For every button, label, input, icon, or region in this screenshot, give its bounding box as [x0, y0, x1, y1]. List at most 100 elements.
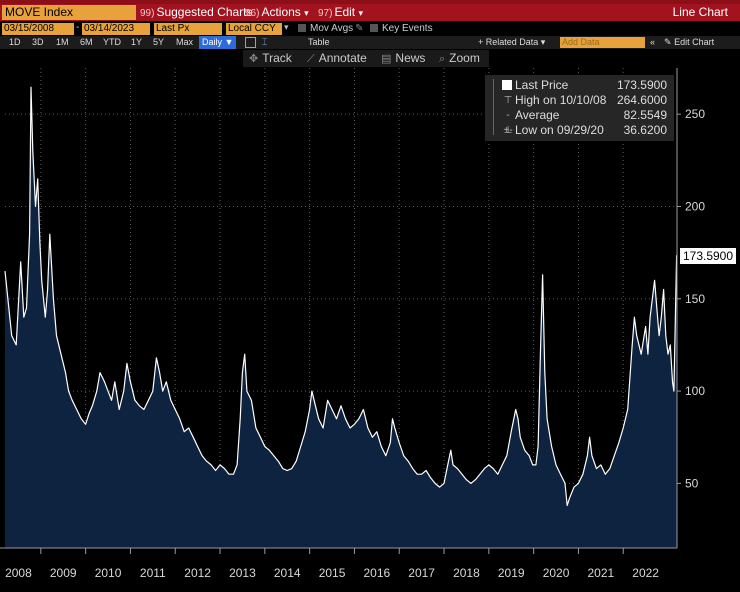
range-6m[interactable]: 6M [80, 37, 93, 47]
price-area-fill [5, 87, 677, 548]
pencil-icon: ✎ [355, 23, 364, 34]
y-tick-label: 200 [685, 199, 705, 213]
key-events-label: Key Events [382, 23, 433, 34]
y-tick-label: 150 [685, 292, 705, 306]
range-3d[interactable]: 3D [32, 37, 44, 47]
zoom-icon: ⌕ [439, 53, 446, 65]
mov-avgs-toggle[interactable]: Mov Avgs ✎ [298, 23, 364, 35]
chart-toolbar: ✥ Track ⟋ Annotate ▤ News ⌕ Zoom [243, 50, 489, 67]
bar-chart-icon[interactable]: ⌶ [262, 37, 268, 47]
menu-number: 99) [140, 8, 155, 19]
chart-legend[interactable]: Last Price 173.5900 ⊤ High on 10/10/08 2… [485, 75, 674, 141]
chart-type-title: Line Chart [672, 5, 728, 19]
y-axis-ticks: 50 100 150 200 250 [677, 107, 705, 490]
menu-label: Actions [261, 5, 301, 19]
legend-low: ⊥ Low on 09/29/20 36.6200 [485, 123, 674, 138]
date-separator: - [76, 22, 80, 33]
checkbox-icon [298, 24, 306, 32]
suggested-charts-menu[interactable]: 99) Suggested Charts [140, 4, 253, 21]
y-tick-label: 100 [685, 384, 705, 398]
range-1d[interactable]: 1D [9, 37, 21, 47]
x-tick-label: 2020 [543, 566, 570, 580]
x-tick-label: 2013 [229, 566, 256, 580]
zoom-button[interactable]: ⌕ Zoom [439, 50, 480, 68]
last-price-tag: 173.5900 [680, 248, 736, 264]
x-tick-label: 2016 [363, 566, 390, 580]
actions-menu[interactable]: 96) Actions ▾ [245, 4, 309, 21]
legend-high: ⊤ High on 10/10/08 264.6000 [485, 93, 674, 108]
x-tick-label: 2018 [453, 566, 480, 580]
table-button[interactable]: Table [308, 37, 330, 47]
news-button[interactable]: ▤ News [381, 50, 425, 68]
field-select[interactable]: Last Px [154, 23, 222, 35]
edit-chart-label: Edit Chart [674, 37, 715, 47]
chevron-down-icon: ▾ [358, 8, 364, 18]
range-1m[interactable]: 1M [56, 37, 69, 47]
frequency-select[interactable]: Daily ▼ [199, 36, 237, 49]
x-tick-label: 2014 [274, 566, 301, 580]
collapse-icon[interactable]: « [650, 37, 656, 47]
edit-chart-button[interactable]: ✎ Edit Chart [664, 36, 714, 49]
range-ytd[interactable]: YTD [103, 37, 121, 47]
menu-number: 96) [245, 8, 260, 19]
track-label: Track [262, 51, 292, 65]
end-date-field[interactable]: 03/14/2023 [82, 23, 150, 35]
checkbox-icon [370, 24, 378, 32]
legend-label: Low on 09/29/20 [515, 123, 604, 137]
currency-select[interactable]: Local CCY [226, 23, 282, 35]
crosshair-icon: ✥ [249, 53, 259, 65]
chevron-down-icon[interactable]: ▾ [284, 22, 289, 32]
annotate-label: Annotate [318, 51, 367, 65]
price-series-line [4, 86, 678, 507]
series-swatch [502, 80, 512, 90]
high-marker-icon: ⊤ [503, 95, 513, 106]
range-bar: 1D 3D 1M 6M YTD 1Y 5Y Max Daily ▼ ⌶ Tabl… [0, 36, 740, 49]
average-marker-icon: -+- [503, 110, 513, 136]
legend-label: High on 10/10/08 [515, 93, 607, 107]
legend-value: 36.6200 [623, 123, 667, 137]
news-icon: ▤ [381, 53, 392, 65]
start-date-field[interactable]: 03/15/2008 [2, 23, 74, 35]
legend-last-price: Last Price 173.5900 [485, 78, 674, 93]
x-tick-label: 2009 [50, 566, 77, 580]
legend-value: 82.5549 [623, 108, 667, 122]
settings-bar: 03/15/2008 - 03/14/2023 Last Px Local CC… [0, 21, 740, 36]
legend-label: Average [515, 108, 560, 122]
menu-label: Edit [334, 5, 356, 19]
x-tick-label: 2022 [632, 566, 659, 580]
news-label: News [395, 51, 426, 65]
title-strip [0, 0, 740, 4]
x-tick-label: 2011 [140, 566, 166, 580]
x-tick-label: 2021 [587, 566, 614, 580]
range-5y[interactable]: 5Y [153, 37, 165, 47]
annotate-button[interactable]: ⟋ Annotate [307, 50, 367, 68]
x-tick-label: 2008 [5, 566, 32, 580]
menu-label: Suggested Charts [156, 5, 253, 19]
x-axis-ticks: 2008 2009 2010 2011 2012 2013 2014 2015 2016 2017… [5, 548, 659, 580]
ticker-input[interactable]: MOVE Index [2, 5, 136, 20]
legend-value: 264.6000 [616, 93, 667, 107]
track-button[interactable]: ✥ Track [249, 50, 292, 68]
pencil-icon: ⟋ [307, 53, 315, 65]
menu-number: 97) [318, 8, 333, 19]
edit-menu[interactable]: 97) Edit ▾ [318, 4, 363, 21]
y-tick-label: 250 [685, 107, 705, 121]
line-chart-icon[interactable] [245, 37, 256, 48]
low-marker-icon: ⊥ [503, 125, 513, 136]
legend-label: Last Price [515, 78, 569, 92]
chevron-down-icon: ▾ [304, 8, 309, 18]
y-tick-label: 50 [685, 476, 699, 490]
x-tick-label: 2012 [184, 566, 211, 580]
legend-average: -+- Average 82.5549 [485, 108, 674, 136]
related-data-button[interactable]: + Related Data ▾ [478, 37, 546, 47]
key-events-toggle[interactable]: Key Events [370, 23, 433, 35]
x-tick-label: 2019 [498, 566, 525, 580]
x-tick-label: 2010 [95, 566, 122, 580]
x-tick-label: 2017 [408, 566, 435, 580]
header-bar: MOVE Index 99) Suggested Charts 96) Action… [0, 4, 740, 21]
add-data-input[interactable]: Add Data [560, 37, 645, 48]
range-1y[interactable]: 1Y [131, 37, 143, 47]
legend-value: 173.5900 [616, 78, 667, 92]
range-max[interactable]: Max [176, 37, 194, 47]
